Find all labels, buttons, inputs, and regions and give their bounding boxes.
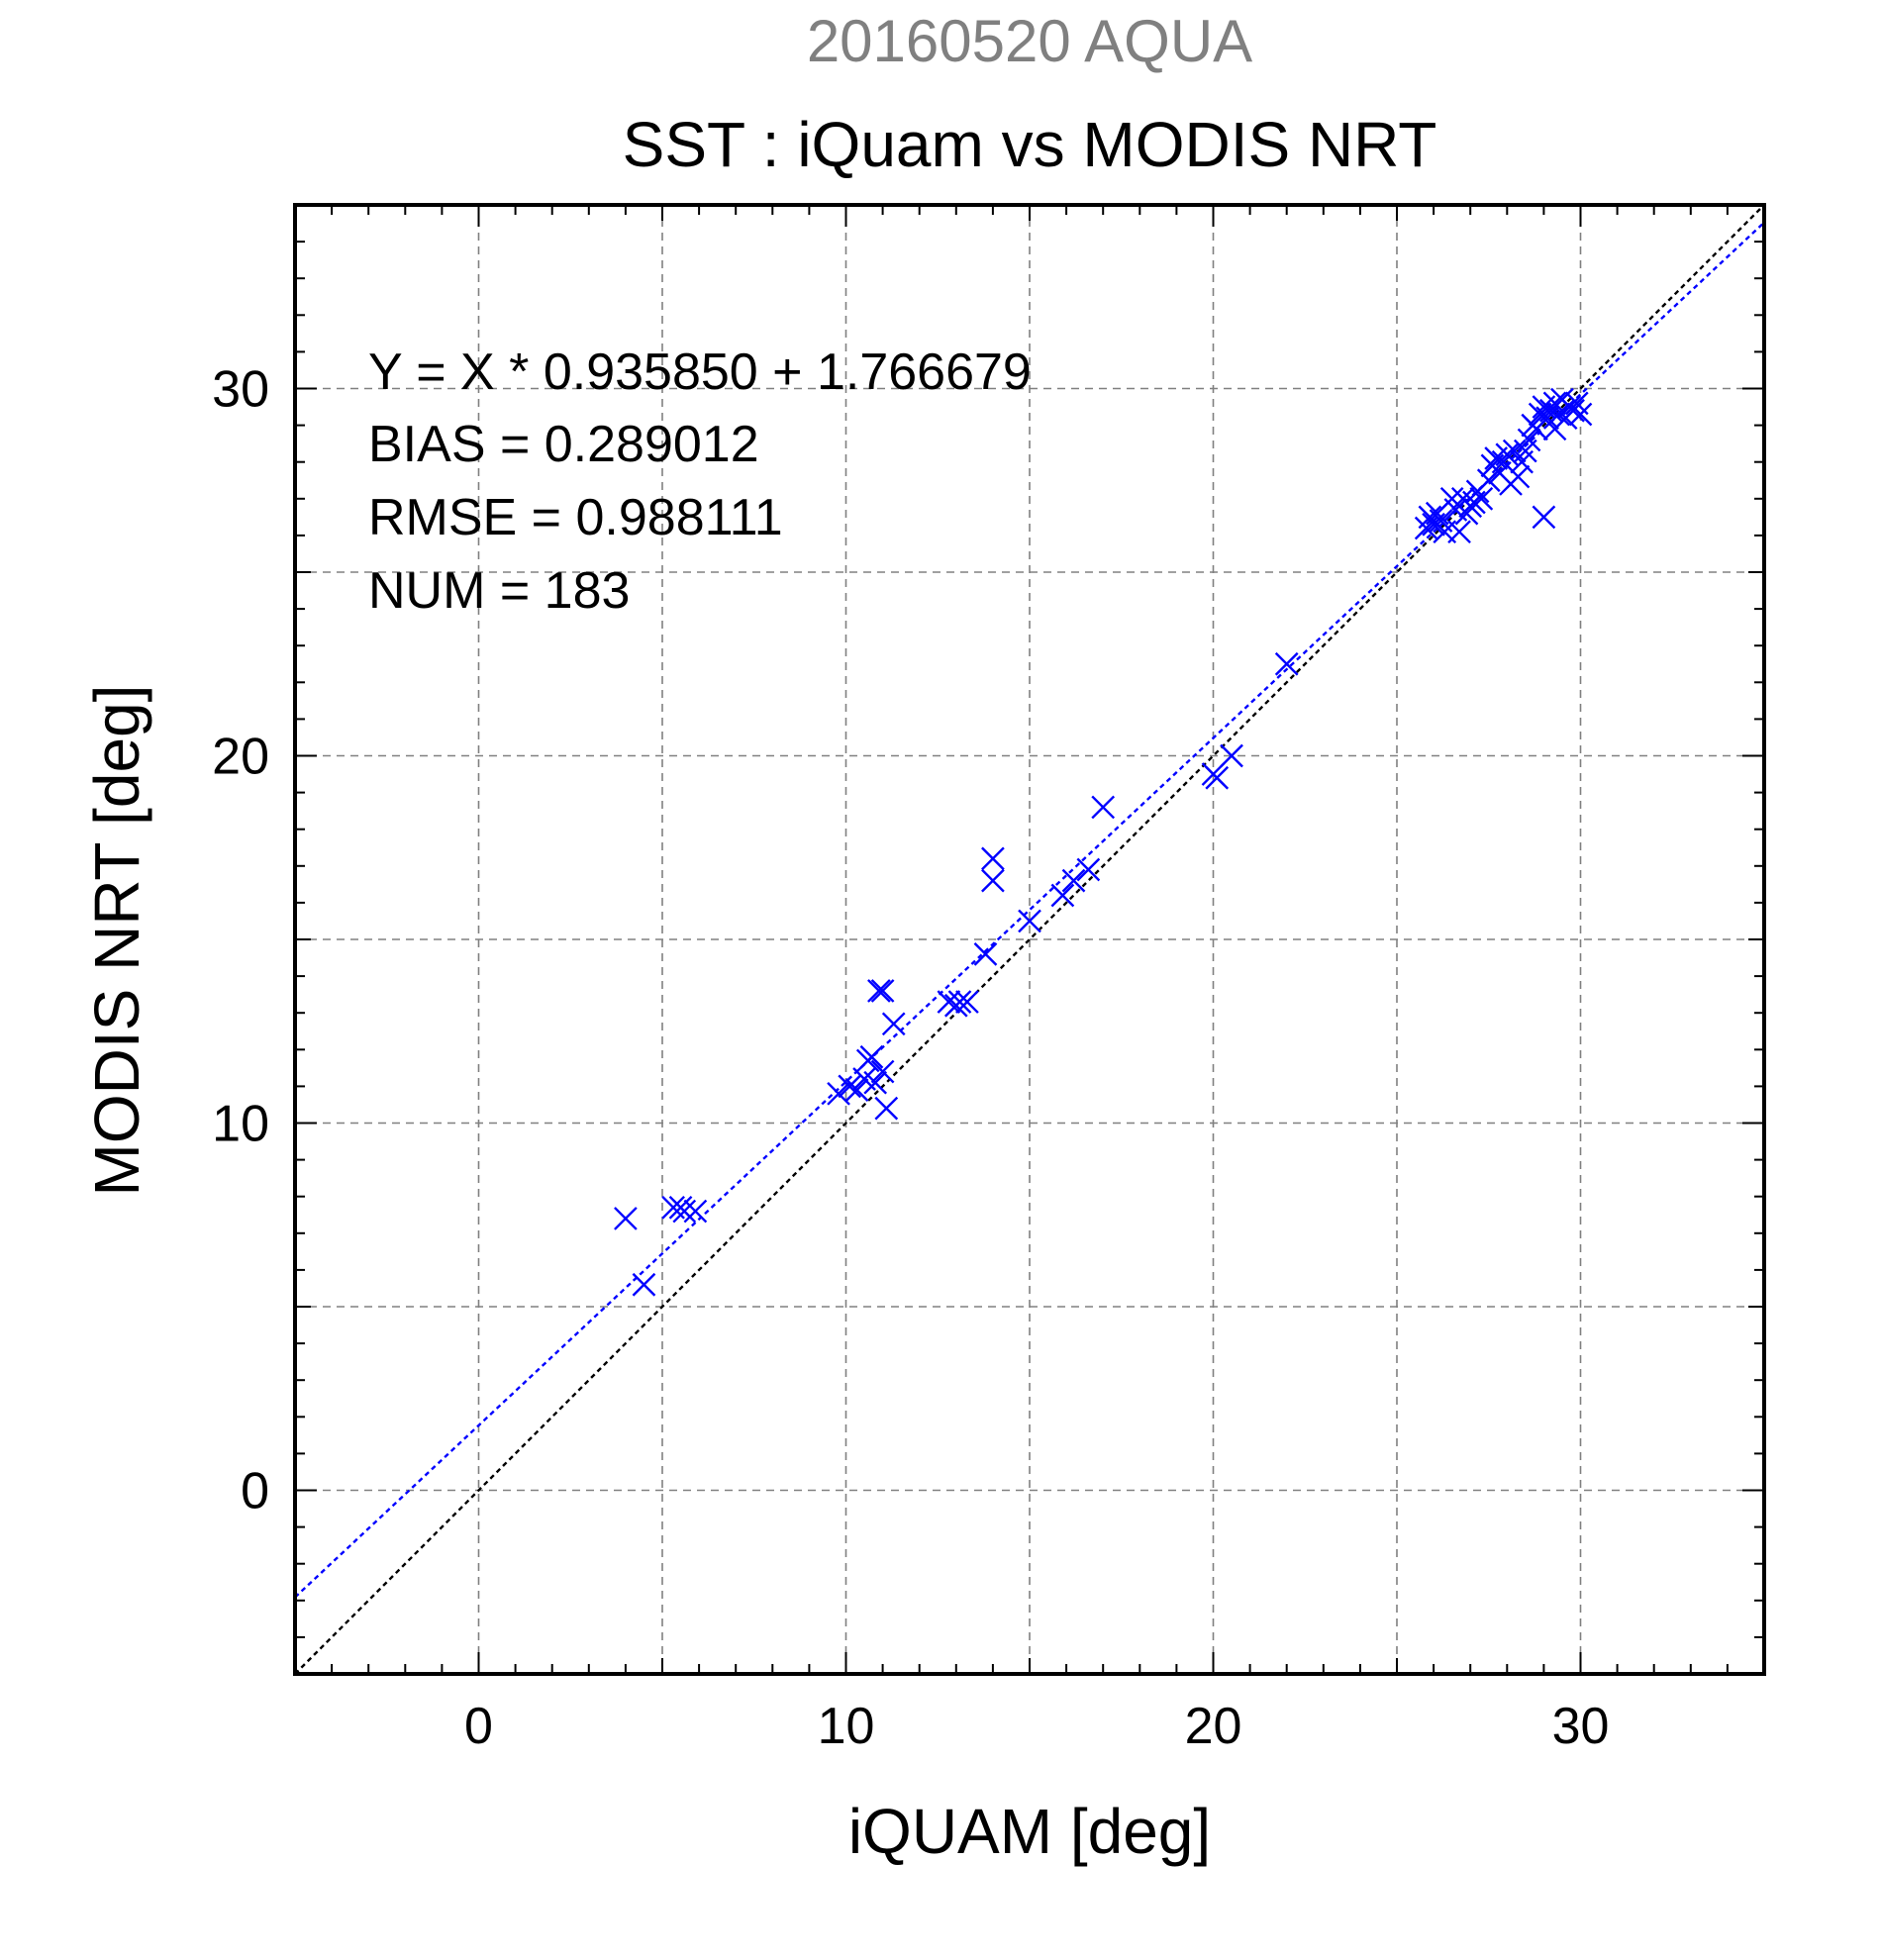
data-point	[870, 1059, 895, 1084]
data-point	[1517, 428, 1541, 452]
data-point	[981, 846, 1005, 871]
x-tick-label: 10	[818, 1698, 875, 1755]
data-points	[614, 387, 1593, 1297]
plot-frame	[293, 203, 1766, 1676]
data-point	[1091, 795, 1116, 820]
data-point	[874, 1096, 899, 1121]
data-point	[1546, 402, 1571, 427]
data-point	[881, 1012, 906, 1036]
data-point	[1495, 442, 1520, 467]
x-tick-label: 20	[1185, 1698, 1242, 1755]
data-point	[1050, 883, 1075, 908]
stats-rmse: RMSE = 0.988111	[368, 489, 783, 546]
data-point	[672, 1199, 697, 1224]
y-tick-label: 0	[241, 1463, 269, 1520]
stats-equation: Y = X * 0.935850 + 1.766679	[368, 343, 1032, 401]
data-point	[1469, 486, 1494, 511]
data-point	[1506, 464, 1531, 489]
data-point	[683, 1199, 708, 1224]
tick-labels: 0 10 20 30 0 10 20 30	[212, 361, 1609, 1756]
stats-bias: BIAS = 0.289012	[368, 416, 759, 473]
data-point	[1076, 857, 1101, 882]
y-axis-label: MODIS NRT [deg]	[81, 685, 152, 1197]
data-point	[859, 1044, 884, 1069]
y-tick-label: 30	[212, 361, 269, 419]
data-point	[937, 990, 961, 1014]
y-tick-label: 20	[212, 729, 269, 786]
chart-title: SST : iQuam vs MODIS NRT	[623, 109, 1437, 180]
regression-fit-line	[294, 221, 1765, 1599]
data-point	[870, 979, 895, 1003]
data-point	[827, 1081, 850, 1106]
data-point	[947, 990, 972, 1014]
data-point	[1061, 868, 1086, 893]
data-point	[1476, 468, 1501, 493]
y-tick-label: 10	[212, 1096, 269, 1153]
x-tick-label: 0	[464, 1698, 493, 1755]
data-point	[1532, 505, 1556, 530]
data-point	[614, 1207, 638, 1230]
grid-lines	[295, 205, 1764, 1674]
stats-num: NUM = 183	[368, 562, 630, 620]
data-point	[1502, 439, 1527, 463]
chart-supertitle: 20160520 AQUA	[807, 8, 1252, 74]
data-point	[838, 1074, 862, 1099]
x-axis-label: iQUAM [deg]	[848, 1796, 1211, 1867]
data-point	[1561, 398, 1585, 423]
data-point	[973, 941, 998, 966]
data-point	[1447, 520, 1471, 544]
x-tick-label: 30	[1552, 1698, 1610, 1755]
data-point	[981, 868, 1005, 893]
data-point	[955, 990, 979, 1014]
data-point	[1568, 402, 1593, 427]
data-point	[867, 979, 891, 1003]
data-point	[632, 1272, 656, 1297]
data-point	[863, 1070, 888, 1095]
data-point	[1018, 909, 1041, 933]
data-point	[1205, 765, 1230, 790]
data-point	[844, 1078, 869, 1102]
data-point	[1274, 651, 1299, 676]
data-point	[1220, 743, 1243, 768]
